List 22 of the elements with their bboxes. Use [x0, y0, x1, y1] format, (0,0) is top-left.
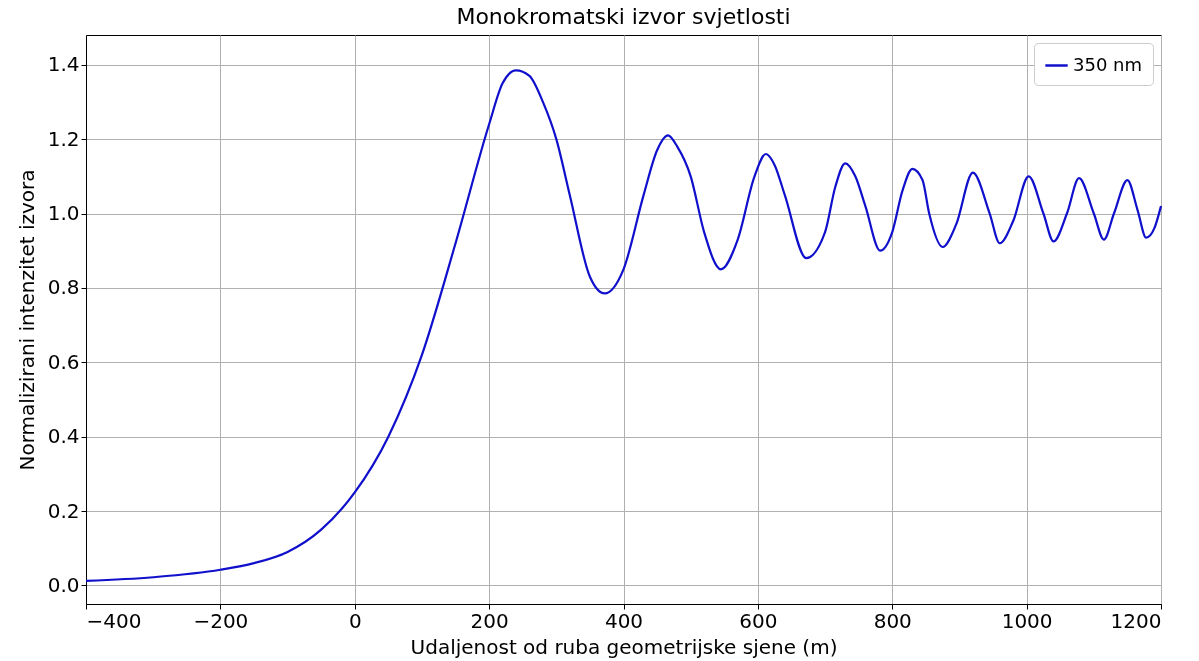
- y-tick-label: 0.2: [47, 498, 80, 523]
- y-tick-label: 0.0: [47, 572, 80, 597]
- y-tick-label: 0.6: [47, 349, 80, 374]
- legend-label: 350 nm: [1073, 53, 1143, 75]
- y-tick-label: 0.4: [47, 424, 80, 449]
- y-tick-label: 1.4: [47, 52, 80, 77]
- line-series: [84, 69, 1163, 583]
- x-axis-title: Udaljenost od ruba geometrijske sjene (m): [410, 634, 838, 659]
- x-tick-label: −400: [86, 608, 142, 633]
- x-tick-label: 1200: [1110, 608, 1162, 633]
- x-tick-label: 1000: [1001, 608, 1053, 633]
- y-tick-label: 0.8: [47, 275, 80, 300]
- y-tick-label: 1.2: [47, 126, 80, 151]
- x-tick-label: 800: [873, 608, 912, 633]
- x-tick-label: 600: [739, 608, 778, 633]
- x-tick-label: 400: [604, 608, 644, 633]
- chart-title: Monokromatski izvor svjetlosti: [456, 4, 791, 29]
- y-tick-label: 1.0: [47, 201, 80, 226]
- x-tick-label: 200: [470, 608, 509, 633]
- x-tick-label: −200: [193, 608, 249, 633]
- x-tick-label: 0: [348, 608, 362, 633]
- y-axis-title: Normalizirani intenzitet izvora: [14, 169, 39, 471]
